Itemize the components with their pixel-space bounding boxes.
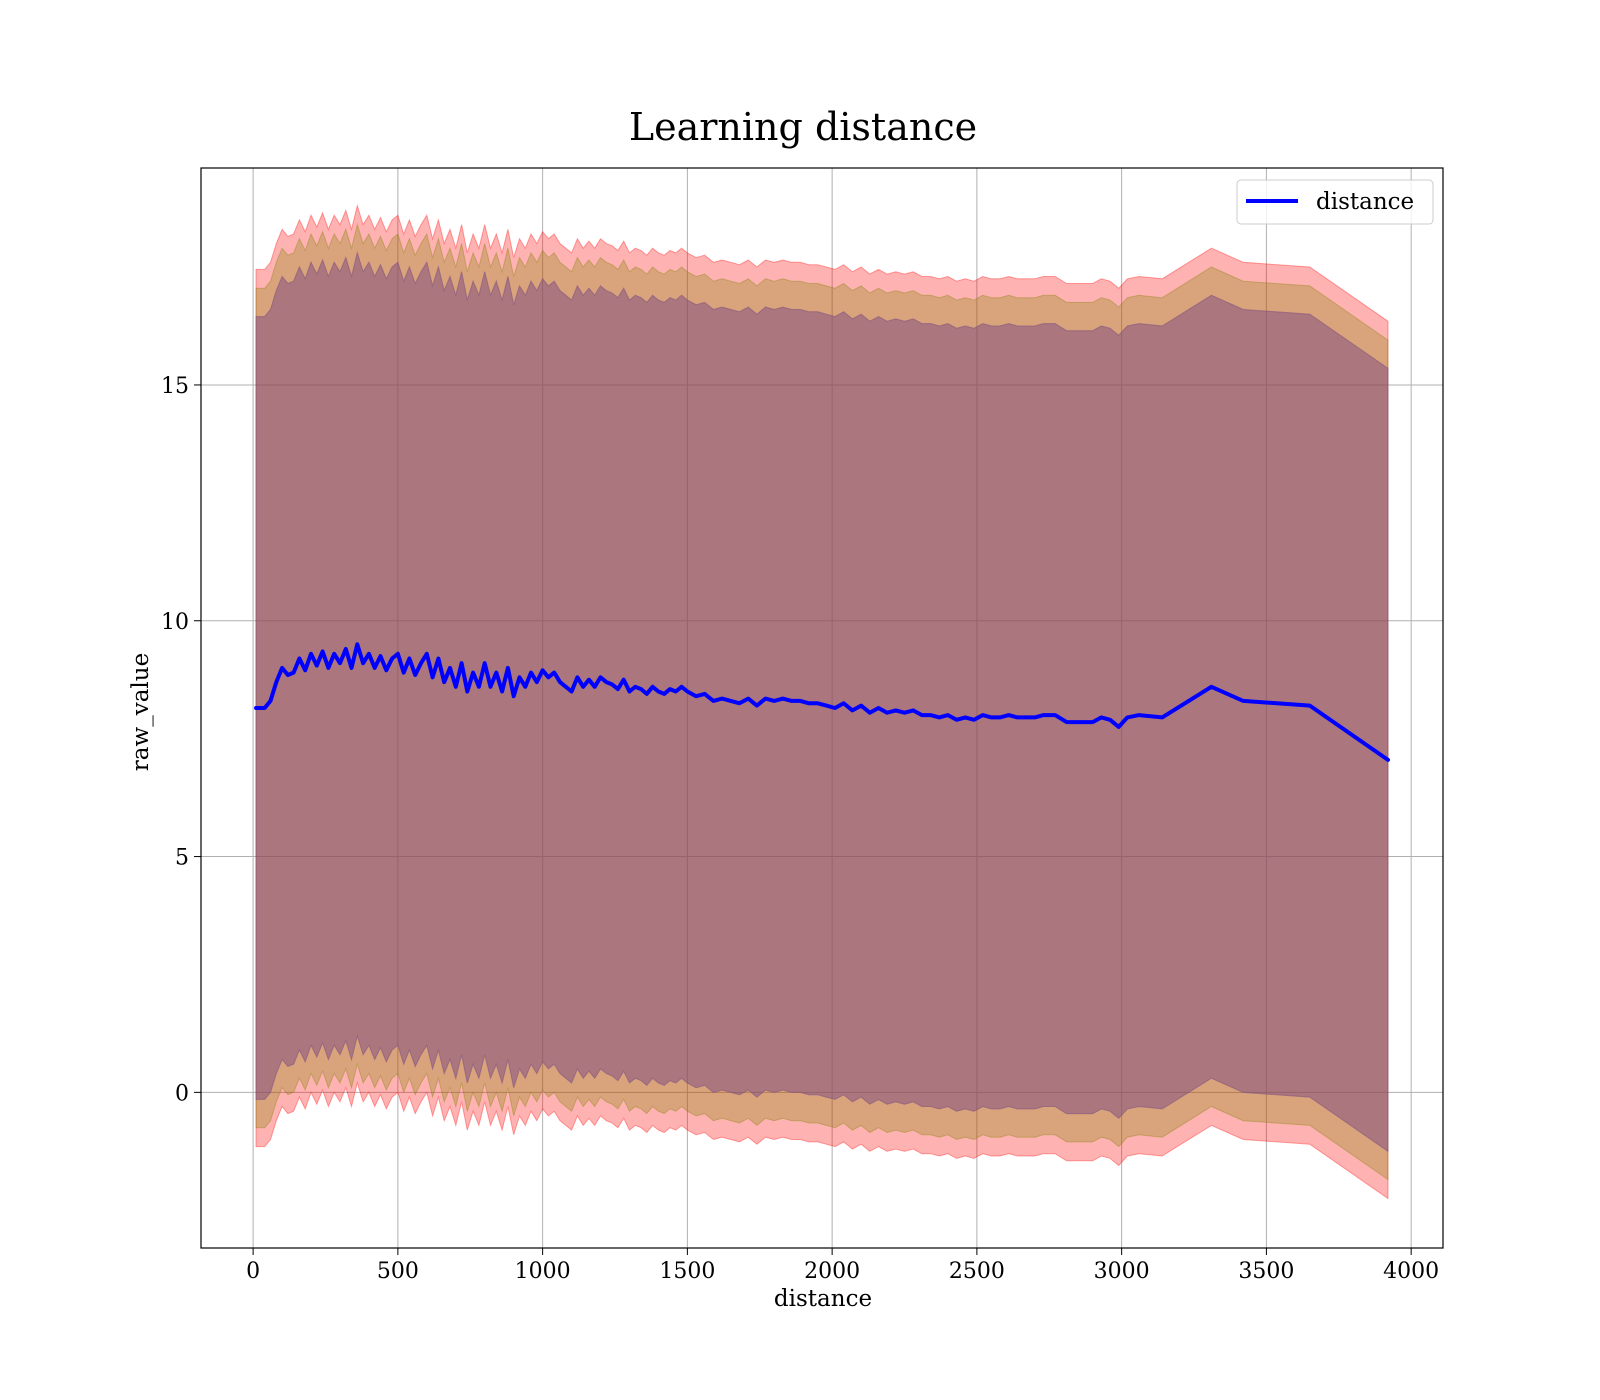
legend-label-distance: distance: [1316, 189, 1414, 215]
x-tick-label: 4000: [1383, 1259, 1439, 1284]
y-tick-label: 5: [175, 846, 189, 871]
series-line-distance: [254, 642, 1390, 762]
confidence-band-1: [255, 203, 1389, 1200]
x-tick-label: 2000: [804, 1259, 860, 1284]
x-axis-label: distance: [774, 1286, 872, 1312]
axes-frame: [200, 167, 1444, 1249]
x-tick-label: 2500: [949, 1259, 1005, 1284]
y-tick-label: 0: [175, 1081, 189, 1106]
y-tick-label: 10: [161, 610, 189, 635]
x-tick-label: 3000: [1094, 1259, 1150, 1284]
y-tick-label: 15: [161, 374, 189, 399]
x-tick-label: 1500: [659, 1259, 715, 1284]
y-axis-label: raw_value: [128, 653, 154, 771]
legend-box: [1236, 179, 1434, 225]
x-tick-label: 1000: [515, 1259, 571, 1284]
x-tick-label: 0: [246, 1259, 260, 1284]
legend: distance: [1236, 179, 1434, 225]
plot-area: 0 500 1000 1500 2000 2500 3000 3500 4000 0 5 10 15: [161, 167, 1444, 1284]
chart-title: Learning distance: [629, 105, 977, 149]
confidence-band-2: [255, 222, 1389, 1181]
confidence-band-3: [255, 251, 1389, 1153]
x-tick-label: 3500: [1238, 1259, 1294, 1284]
x-tick-label: 500: [377, 1259, 419, 1284]
confidence-band-4: [255, 251, 1389, 1153]
